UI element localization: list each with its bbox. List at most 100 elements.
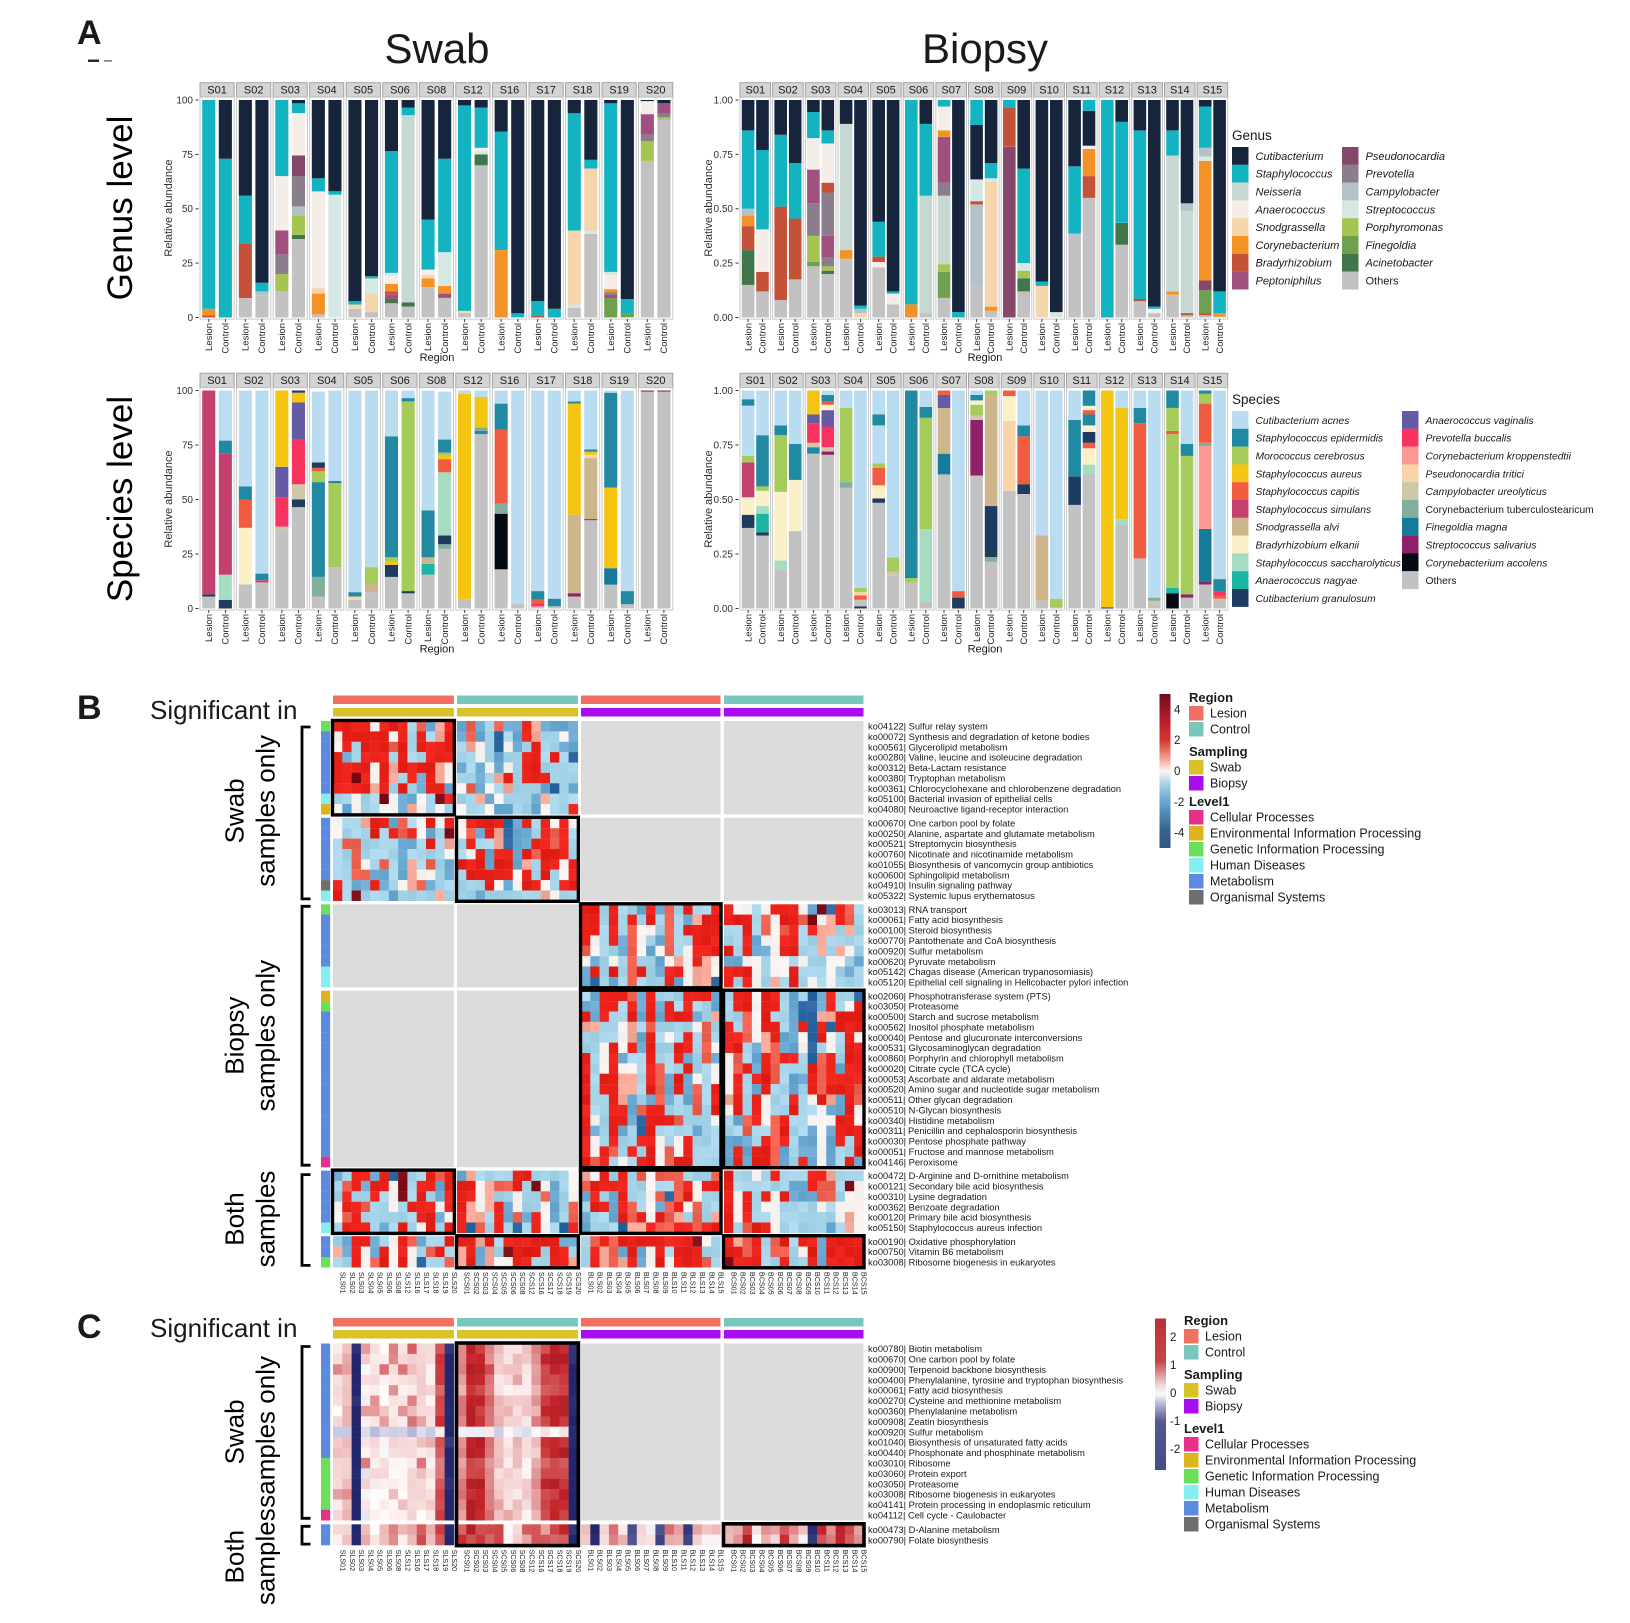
svg-text:Control: Control <box>367 323 378 354</box>
svg-text:SLS01: SLS01 <box>338 1272 347 1294</box>
svg-text:Both: Both <box>219 1530 249 1584</box>
svg-text:Cutibacterium granulosum: Cutibacterium granulosum <box>1256 594 1377 605</box>
svg-text:Control: Control <box>294 323 305 354</box>
svg-text:Lesion: Lesion <box>743 323 754 351</box>
svg-text:S18: S18 <box>573 84 593 96</box>
svg-text:Biopsy: Biopsy <box>1210 777 1248 791</box>
svg-text:SLS18: SLS18 <box>431 1272 440 1294</box>
svg-text:BCS15: BCS15 <box>860 1550 869 1573</box>
svg-text:ko00770| Pantothenate and CoA: ko00770| Pantothenate and CoA biosynthes… <box>868 936 1056 946</box>
svg-text:Biopsy: Biopsy <box>1205 1400 1243 1414</box>
svg-text:Lesion: Lesion <box>496 323 507 351</box>
svg-text:Species: Species <box>1232 392 1280 407</box>
svg-text:ko00040| Pentose and glucurona: ko00040| Pentose and glucuronate interco… <box>868 1033 1083 1043</box>
svg-text:BLS11: BLS11 <box>679 1272 688 1293</box>
svg-text:S03: S03 <box>280 84 300 96</box>
svg-text:BCS03: BCS03 <box>748 1272 757 1295</box>
svg-text:Control: Control <box>476 614 487 645</box>
svg-text:S16: S16 <box>500 84 520 96</box>
svg-text:Genus: Genus <box>1232 128 1272 143</box>
svg-text:Campylobacter: Campylobacter <box>1366 187 1441 199</box>
svg-text:Control: Control <box>790 614 801 645</box>
svg-text:Control: Control <box>550 614 561 645</box>
svg-text:ko00053| Ascorbate and aldarat: ko00053| Ascorbate and aldarate metaboli… <box>868 1074 1055 1084</box>
svg-text:Control: Control <box>513 614 524 645</box>
svg-text:0: 0 <box>187 313 193 324</box>
svg-text:BLS12: BLS12 <box>689 1550 698 1572</box>
svg-text:A: A <box>77 14 102 52</box>
svg-text:ko00190| Oxidative phosphoryla: ko00190| Oxidative phosphorylation <box>868 1237 1016 1247</box>
svg-text:Cellular Processes: Cellular Processes <box>1205 1438 1309 1452</box>
svg-text:S01: S01 <box>207 84 227 96</box>
svg-text:ko05322| Systemic lupus erythe: ko05322| Systemic lupus erythematosus <box>868 891 1035 901</box>
svg-text:S10: S10 <box>1039 375 1059 387</box>
svg-text:SCS05: SCS05 <box>500 1550 509 1573</box>
svg-text:S06: S06 <box>390 375 410 387</box>
svg-text:Region: Region <box>420 352 455 364</box>
svg-text:Control: Control <box>623 614 634 645</box>
svg-text:2: 2 <box>1170 1332 1176 1344</box>
svg-text:Organismal Systems: Organismal Systems <box>1205 1518 1320 1532</box>
svg-text:ko00562| Inositol phosphate me: ko00562| Inositol phosphate metabolism <box>868 1022 1035 1032</box>
svg-text:Control: Control <box>403 323 414 354</box>
svg-text:ko00362| Benzoate degradation: ko00362| Benzoate degradation <box>868 1202 1000 1212</box>
svg-text:S08: S08 <box>427 375 447 387</box>
svg-text:Control: Control <box>294 614 305 645</box>
svg-text:BCS11: BCS11 <box>822 1272 831 1294</box>
svg-text:Lesion: Lesion <box>1103 614 1114 642</box>
svg-text:Lesion: Lesion <box>972 323 983 351</box>
svg-text:samples: samples <box>251 1508 281 1605</box>
svg-text:BCS09: BCS09 <box>804 1272 813 1295</box>
svg-text:BCS02: BCS02 <box>739 1272 748 1295</box>
svg-text:ko00780| Biotin metabolism: ko00780| Biotin metabolism <box>868 1344 982 1354</box>
svg-text:Region: Region <box>1189 690 1233 705</box>
svg-text:SCS16: SCS16 <box>537 1550 546 1573</box>
svg-text:S06: S06 <box>909 84 929 96</box>
svg-text:samples only: samples only <box>251 960 281 1112</box>
svg-text:Control: Control <box>1215 323 1226 354</box>
svg-text:Control: Control <box>1117 614 1128 645</box>
svg-text:BLS09: BLS09 <box>661 1272 670 1294</box>
svg-text:SCS18: SCS18 <box>555 1550 564 1573</box>
svg-text:SCS20: SCS20 <box>574 1272 583 1295</box>
svg-text:Lesion: Lesion <box>809 614 820 642</box>
svg-text:Control: Control <box>1182 614 1193 645</box>
svg-text:S01: S01 <box>746 84 766 96</box>
svg-text:SCS19: SCS19 <box>565 1272 574 1295</box>
svg-text:BLS07: BLS07 <box>642 1550 651 1572</box>
svg-text:ko00072| Synthesis and degrada: ko00072| Synthesis and degradation of ke… <box>868 732 1090 742</box>
svg-text:Control: Control <box>921 323 932 354</box>
svg-text:Cutibacterium acnes: Cutibacterium acnes <box>1256 416 1350 427</box>
svg-text:SCS19: SCS19 <box>565 1550 574 1573</box>
svg-text:ko01040| Biosynthesis of unsat: ko01040| Biosynthesis of unsaturated fat… <box>868 1438 1068 1448</box>
svg-text:SCS16: SCS16 <box>537 1272 546 1295</box>
svg-text:BCS06: BCS06 <box>776 1550 785 1573</box>
svg-text:BCS01: BCS01 <box>729 1272 738 1295</box>
svg-text:Lesion: Lesion <box>1005 614 1016 642</box>
svg-text:S19: S19 <box>609 84 629 96</box>
svg-text:Lesion: Lesion <box>387 614 398 642</box>
svg-text:0.25: 0.25 <box>714 259 734 270</box>
svg-text:S20: S20 <box>646 375 666 387</box>
svg-text:C: C <box>77 1308 102 1346</box>
svg-text:SCS18: SCS18 <box>555 1272 564 1295</box>
svg-text:ko00670| One carbon pool by fo: ko00670| One carbon pool by folate <box>868 1355 1015 1365</box>
svg-text:Anaerococcus nagyae: Anaerococcus nagyae <box>1255 576 1358 587</box>
svg-text:Control: Control <box>758 614 769 645</box>
svg-text:Control: Control <box>623 323 634 354</box>
svg-text:Control: Control <box>1084 323 1095 354</box>
svg-text:ko00790| Folate biosynthesis: ko00790| Folate biosynthesis <box>868 1535 989 1545</box>
svg-text:-2: -2 <box>1170 1444 1180 1456</box>
svg-text:Staphylococcus aureus: Staphylococcus aureus <box>1256 469 1362 480</box>
svg-text:Lesion: Lesion <box>1135 323 1146 351</box>
svg-text:Staphylococcus saccharolyticus: Staphylococcus saccharolyticus <box>1256 558 1401 569</box>
svg-text:ko00061| Fatty acid biosynthes: ko00061| Fatty acid biosynthesis <box>868 915 1003 925</box>
svg-text:Lesion: Lesion <box>241 614 252 642</box>
svg-text:S16: S16 <box>500 375 520 387</box>
svg-text:SCS04: SCS04 <box>490 1272 499 1295</box>
svg-text:Lesion: Lesion <box>1070 614 1081 642</box>
svg-text:S05: S05 <box>876 84 896 96</box>
svg-text:Control: Control <box>986 614 997 645</box>
svg-text:ko03050| Proteasome: ko03050| Proteasome <box>868 1002 959 1012</box>
svg-text:Control: Control <box>1150 614 1161 645</box>
